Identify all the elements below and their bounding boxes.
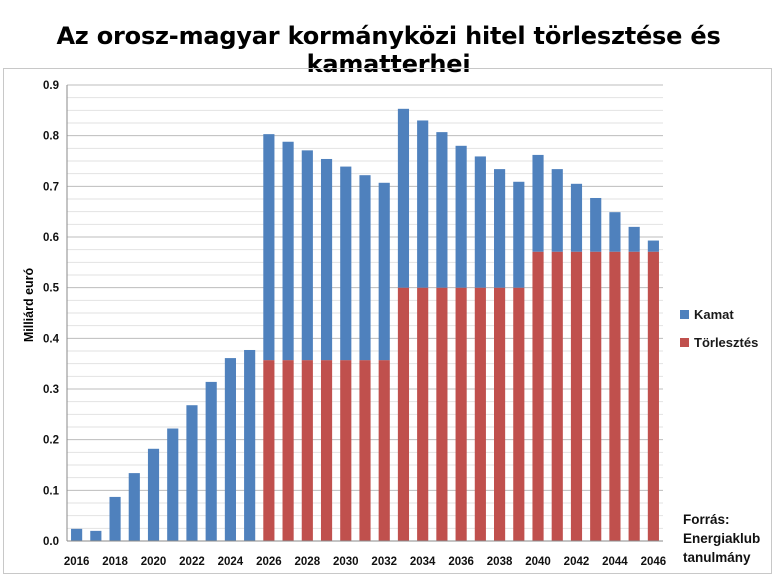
bar-kamat-2041	[551, 169, 563, 252]
bar-kamat-2028	[301, 150, 313, 361]
bar-t-rleszt-s-2033	[397, 287, 410, 541]
bar-kamat-2017	[90, 530, 102, 541]
bar-kamat-2016	[71, 528, 83, 541]
bar-kamat-2035	[436, 132, 448, 288]
chart-title: Az orosz-magyar kormányközi hitel törles…	[56, 22, 721, 78]
bar-kamat-2034	[417, 120, 429, 288]
bar-kamat-2042	[570, 183, 583, 252]
bar-t-rleszt-s-2044	[609, 251, 621, 541]
bar-t-rleszt-s-2043	[590, 251, 602, 541]
x-tick-label: 2016	[64, 556, 90, 568]
bar-kamat-2027	[282, 141, 294, 361]
x-tick-label: 2018	[102, 556, 128, 568]
y-tick-label: 0.4	[43, 333, 60, 345]
bar-kamat-2038	[494, 169, 506, 288]
x-tick-label: 2030	[333, 556, 359, 568]
bar-kamat-2018	[109, 496, 121, 541]
legend-swatch-kamat	[680, 309, 689, 319]
bar-kamat-2045	[628, 226, 640, 252]
bar-kamat-2032	[378, 182, 390, 361]
bar-t-rleszt-s-2029	[320, 360, 333, 541]
bar-kamat-2044	[609, 212, 621, 252]
legend-swatch-torlesztes	[680, 337, 689, 347]
x-tick-label: 2044	[602, 556, 628, 568]
bar-kamat-2022	[186, 405, 198, 541]
x-tick-label: 2034	[410, 556, 436, 568]
y-tick-label: 0.3	[43, 384, 59, 396]
bar-t-rleszt-s-2040	[532, 251, 544, 541]
bar-kamat-2033	[397, 108, 410, 288]
bar-t-rleszt-s-2034	[417, 287, 429, 541]
bar-kamat-2026	[263, 134, 275, 361]
bar-kamat-2023	[205, 381, 217, 541]
y-tick-label: 0.0	[43, 536, 59, 548]
y-tick-label: 0.7	[43, 181, 59, 193]
x-tick-label: 2046	[641, 556, 667, 568]
y-tick-label: 0.6	[43, 232, 59, 244]
y-tick-label: 0.5	[43, 283, 60, 295]
bar-kamat-2020	[147, 448, 160, 541]
source-line-2: Energiaklub	[683, 531, 761, 546]
x-tick-label: 2036	[448, 556, 474, 568]
bar-kamat-2036	[455, 145, 467, 288]
bar-kamat-2046	[647, 240, 659, 252]
bar-t-rleszt-s-2030	[340, 360, 352, 541]
bar-kamat-2039	[513, 181, 525, 288]
legend-item-torlesztes: Törlesztés	[680, 328, 758, 356]
bar-t-rleszt-s-2036	[455, 287, 467, 541]
bar-kamat-2025	[244, 349, 256, 541]
legend-label-kamat: Kamat	[694, 306, 734, 322]
bar-kamat-2037	[474, 156, 486, 288]
x-tick-label: 2024	[218, 556, 244, 568]
x-tick-label: 2020	[141, 556, 167, 568]
source-line-3: tanulmány	[683, 550, 751, 565]
bar-t-rleszt-s-2042	[570, 251, 583, 541]
x-tick-label: 2022	[179, 556, 205, 568]
bar-t-rleszt-s-2032	[378, 360, 390, 541]
bar-t-rleszt-s-2028	[301, 360, 313, 541]
bar-kamat-2021	[167, 428, 179, 541]
bar-kamat-2040	[532, 154, 544, 252]
bar-t-rleszt-s-2027	[282, 360, 294, 541]
bar-t-rleszt-s-2045	[628, 251, 640, 541]
bar-t-rleszt-s-2035	[436, 287, 448, 541]
legend-item-kamat: Kamat	[680, 300, 758, 328]
bar-t-rleszt-s-2026	[263, 360, 275, 541]
x-tick-label: 2038	[487, 556, 513, 568]
x-tick-label: 2040	[525, 556, 551, 568]
x-tick-label: 2026	[256, 556, 282, 568]
x-tick-label: 2042	[564, 556, 590, 568]
bar-t-rleszt-s-2038	[494, 287, 506, 541]
y-tick-label: 0.2	[43, 435, 59, 447]
bar-t-rleszt-s-2031	[359, 360, 371, 541]
bar-t-rleszt-s-2046	[647, 251, 659, 541]
bar-kamat-2043	[590, 197, 602, 252]
x-tick-label: 2028	[295, 556, 321, 568]
y-axis-label: Milliárd euró	[22, 267, 36, 342]
y-tick-label: 0.8	[43, 131, 60, 143]
legend: Kamat Törlesztés	[680, 300, 758, 356]
bar-t-rleszt-s-2039	[513, 287, 525, 541]
source-line-1: Forrás:	[683, 512, 730, 527]
bar-kamat-2024	[224, 358, 236, 541]
y-tick-label: 0.1	[43, 485, 60, 497]
y-tick-label: 0.9	[43, 80, 59, 92]
bar-kamat-2029	[320, 158, 333, 361]
bar-t-rleszt-s-2041	[551, 251, 563, 541]
bar-kamat-2031	[359, 175, 371, 361]
bar-t-rleszt-s-2037	[474, 287, 486, 541]
source-note: Forrás: Energiaklub tanulmány	[683, 510, 760, 567]
bar-kamat-2019	[128, 473, 140, 541]
bar-kamat-2030	[340, 166, 352, 361]
legend-label-torlesztes: Törlesztés	[694, 334, 759, 350]
chart-frame	[3, 68, 772, 574]
x-tick-label: 2032	[371, 556, 397, 568]
